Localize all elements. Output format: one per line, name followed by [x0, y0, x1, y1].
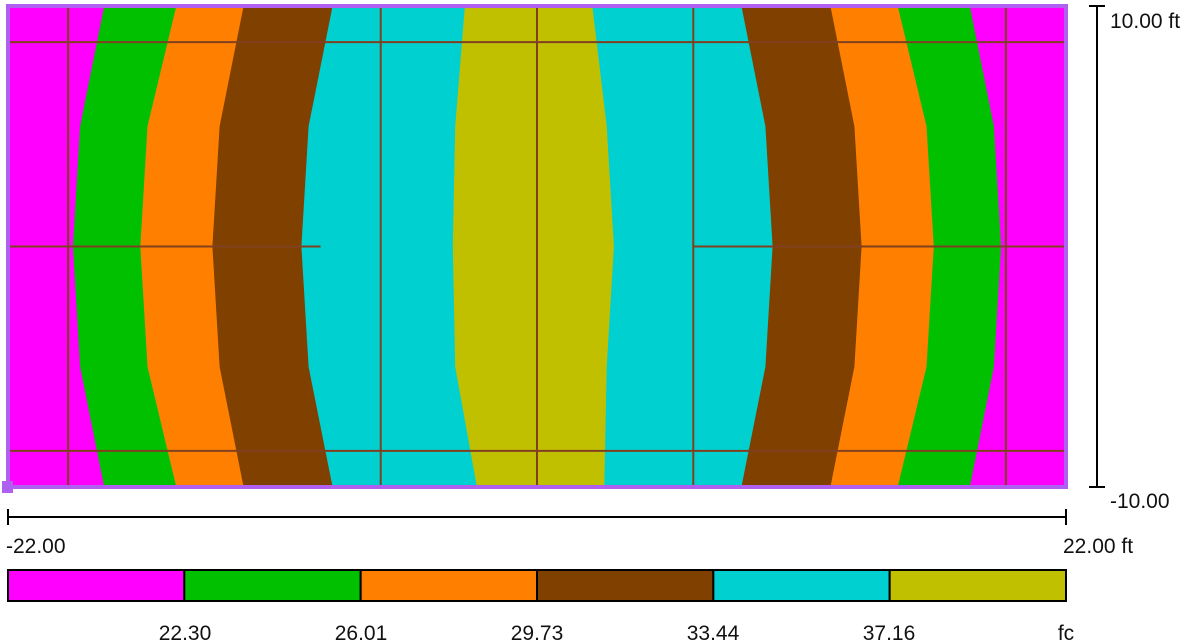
- x-axis-max-label: 22.00 ft: [1063, 535, 1133, 558]
- legend-swatch-3: [359, 569, 538, 602]
- legend-threshold-2: 26.01: [335, 622, 388, 643]
- legend-swatch-6: [888, 569, 1068, 602]
- legend-unit: fc: [1058, 622, 1074, 643]
- legend-threshold-4: 33.44: [687, 622, 740, 643]
- axes: [7, 5, 1105, 525]
- legend-swatch-2: [183, 569, 362, 602]
- legend-swatch-5: [712, 569, 891, 602]
- plot-frame: [2, 4, 1068, 493]
- legend-threshold-3: 29.73: [511, 622, 564, 643]
- y-axis-min-label: -10.00: [1110, 490, 1170, 513]
- plot-border: [6, 4, 1068, 489]
- grid-lines: [8, 6, 1066, 487]
- y-axis-max-label: 10.00 ft: [1110, 10, 1180, 33]
- legend-swatch-1: [7, 569, 186, 602]
- color-legend: [7, 569, 1068, 602]
- origin-marker: [2, 481, 13, 493]
- contour-band-5: [452, 6, 614, 487]
- legend-threshold-1: 22.30: [159, 622, 212, 643]
- legend-swatch-4: [536, 569, 715, 602]
- x-axis-min-label: -22.00: [6, 535, 66, 558]
- legend-threshold-5: 37.16: [863, 622, 916, 643]
